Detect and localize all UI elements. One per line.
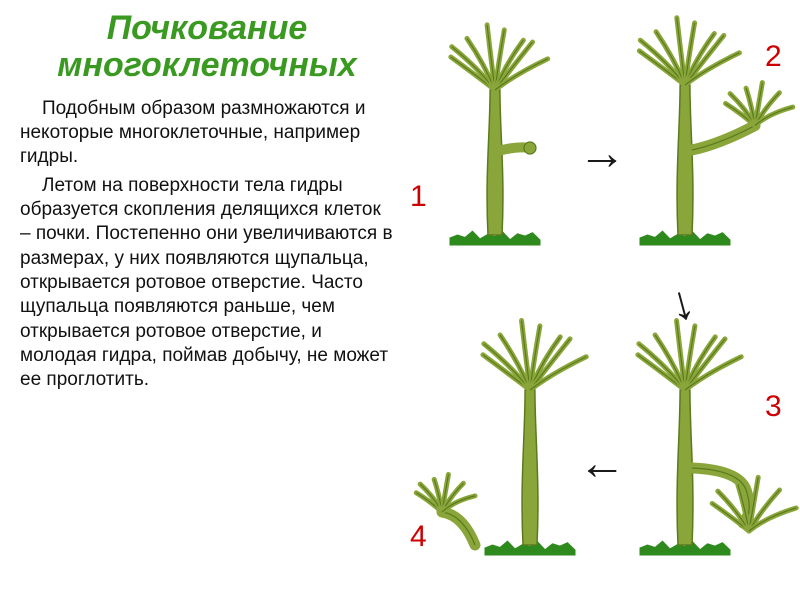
hydra-diagram: 1234→↓← — [400, 0, 800, 600]
slide-title: Почкование многоклеточных — [20, 10, 394, 85]
stage-number-1: 1 — [410, 180, 427, 214]
diagram-svg — [400, 0, 800, 600]
stage-number-3: 3 — [765, 390, 782, 424]
text-column: Почкование многоклеточных Подобным образ… — [0, 0, 400, 600]
paragraph-2: Летом на поверхности тела гидры образует… — [20, 174, 394, 393]
arrow-1-to-2: → — [578, 130, 626, 178]
arrow-3-to-4: ← — [578, 440, 626, 488]
stage-number-4: 4 — [410, 520, 427, 554]
slide: Почкование многоклеточных Подобным образ… — [0, 0, 800, 600]
body-text: Подобным образом размножаются и некоторы… — [20, 97, 394, 393]
paragraph-1: Подобным образом размножаются и некоторы… — [20, 97, 394, 170]
stage-number-2: 2 — [765, 40, 782, 74]
